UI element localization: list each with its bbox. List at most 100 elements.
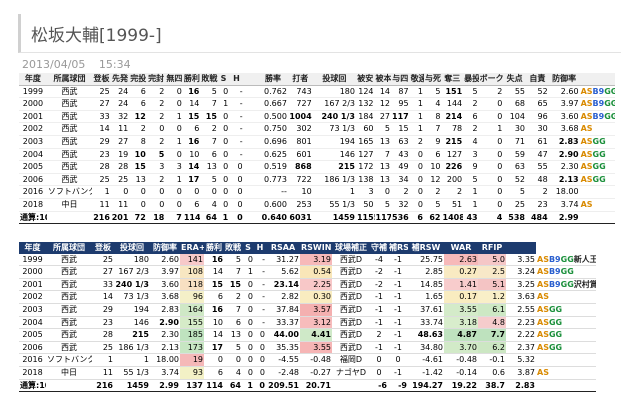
table-cell: 0 [217,122,230,136]
table-cell [332,378,370,393]
table-cell: 216 [92,378,114,393]
table-cell: 2002 [19,122,47,136]
table-cell: 4.41 [300,328,332,342]
table-cell: 95 [391,97,410,111]
title-bar: 松坂大輔[1999-] [18,14,621,53]
table-cell: 226 [441,160,464,174]
table-cell: 2 [146,173,166,187]
table-cell: 0 [129,185,147,199]
table-cell: -2 [370,278,388,292]
table-cell: 西武 [46,265,92,279]
table-cell: -1 [388,341,408,355]
table-cell: 727 [287,97,313,111]
column-header: 被安 [355,73,375,86]
column-header: 所属球団 [46,242,92,254]
award-GG: GG [560,267,574,277]
table-cell: 55 [503,85,526,99]
table-cell: 0 [409,148,424,162]
table-row: 2004 西武 23 146 2.90 155 10 6 0-33.37 3.12 西武D -1 -1 3… [19,316,596,330]
table-cell: 2 [463,122,479,136]
table-cell: 2001 [19,110,47,124]
table-cell: 64 [224,378,242,393]
table-cell: 西武D [332,341,370,355]
table-cell: 6 [204,366,224,380]
table-cell: 194 [114,303,150,317]
table-cell: 4 [224,366,242,380]
table-cell: 44.00 [266,328,300,342]
table-cell: 55 1/3 [312,198,356,212]
table-cell: 104 [503,110,526,124]
table-cell: 2001 [19,278,46,292]
table-cell: ナゴヤD [332,366,370,380]
table-cell: 西武D [332,290,370,304]
table-cell: 24 [110,85,130,99]
table-cell: 29 [92,303,114,317]
table-cell: 68 [503,97,526,111]
table-cell: 0 [229,173,244,187]
table-cell: 0 [374,185,392,199]
award-B9: B9 [548,267,561,277]
award-GG: GG [548,342,563,352]
column-header: 与死 [423,73,442,86]
table-cell: 32 [391,198,410,212]
award-AS: AS [580,199,593,209]
table-cell: 3.63 [506,290,536,304]
table-cell: 5 [503,185,526,199]
table-cell: 2.5 [478,265,506,279]
table-cell: 0 [370,366,388,380]
table-cell: 1 [409,122,424,136]
table-cell: 0 [242,290,254,304]
table-cell: 0 [370,353,388,367]
table-cell: 2018 [19,198,47,212]
column-header [243,73,259,86]
table-cell: 0.762 [258,85,288,99]
table-cell: 215 [312,160,356,174]
table-cell: 2000 [19,265,46,279]
table-cell: 6 [200,148,218,162]
table-cell: 1004 [287,110,313,124]
table-cell: 西武 [46,97,93,111]
column-header [506,242,536,254]
table-cell: 1 [114,353,150,367]
table-cell: 5.32 [506,353,536,367]
table-cell: 7 [200,135,218,149]
table-cell: 5 [200,85,218,99]
table-cell: -1.42 [408,366,444,380]
table-cell: 通算:10年 [19,378,46,393]
table-cell: 13 [200,160,218,174]
table-cell: 186 1/3 [114,341,150,355]
table-cell: -1 [370,290,388,304]
table-cell: 0.750 [258,122,288,136]
table-cell [243,148,259,162]
table-cell: 3.55 [300,341,332,355]
table-cell: 11 [110,122,130,136]
table-cell: -1 [388,328,408,342]
table-cell: -1 [388,278,408,292]
table-row: 2000 西武 27 24 6 2 0 14 7 1-0.667 727 167 2/3 132 12 95… [19,97,615,111]
table-cell: 14 [92,122,111,136]
table-cell [243,160,259,174]
table-cell: 16 [204,303,224,317]
table-cell: 5 [374,198,392,212]
table-cell: - [229,85,244,99]
table-cell: 1 [409,110,424,124]
column-header: ERA+ [180,242,204,254]
column-header [579,73,615,86]
table-cell: 93 [180,366,204,380]
table-cell: 15 [204,278,224,292]
table-cell: 23 [92,316,114,330]
table-cell: 28 [92,160,111,174]
table-cell: 72 [129,210,147,225]
award-AS: AS [580,174,593,184]
table-cell [243,185,259,199]
table-row: 2000 西武 27 167 2/3 3.97 108 14 7 1-5.62 0.54 西武D -2… [19,265,596,279]
table-cell: 西武 [46,328,92,342]
table-cell: 13 [374,173,392,187]
table-cell: ASB9GG [579,110,615,124]
table-cell: ASGG [536,328,596,342]
table-cell: 8 [423,110,442,124]
table-cell: 14 [182,97,201,111]
table-cell: 19.22 [444,378,478,393]
table-cell: 164 [180,303,204,317]
table-cell: 0 [165,198,183,212]
